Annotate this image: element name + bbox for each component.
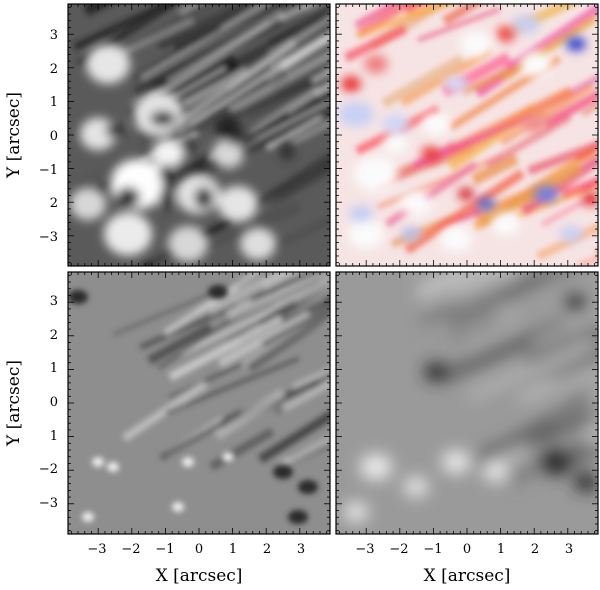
y-tick-label: 2 xyxy=(50,62,58,77)
x-axis-label-left: X [arcsec] xyxy=(156,566,243,586)
y-tick-label: 0 xyxy=(50,129,58,144)
x-tick-label: −2 xyxy=(121,542,140,557)
x-tick-label: −2 xyxy=(389,542,408,557)
x-tick-label: 0 xyxy=(463,542,471,557)
x-tick-label: 3 xyxy=(297,542,305,557)
x-tick-label: 3 xyxy=(565,542,573,557)
y-tick-label: −2 xyxy=(39,462,58,477)
y-axis-label-bottom: Y [arcsec] xyxy=(4,360,24,447)
x-tick-label: 0 xyxy=(195,542,203,557)
y-tick-labels-top: 3 2 1 0 −1 2 −3 xyxy=(39,28,58,245)
x-tick-label: −1 xyxy=(423,542,442,557)
tick-marks xyxy=(68,4,598,534)
y-tick-label: 3 xyxy=(50,28,58,43)
x-tick-label: 2 xyxy=(531,542,539,557)
x-tick-label: 1 xyxy=(497,542,505,557)
y-tick-labels-bottom: 3 2 1 0 1 −2 −3 xyxy=(39,294,58,511)
y-tick-label: −3 xyxy=(39,496,58,511)
y-tick-label: −1 xyxy=(39,163,58,178)
x-tick-label: −1 xyxy=(155,542,174,557)
x-axis-label-right: X [arcsec] xyxy=(424,566,511,586)
y-tick-label: 1 xyxy=(50,361,58,376)
x-tick-labels-right: −3 −2 −1 0 1 2 3 xyxy=(355,542,573,557)
x-tick-label: 2 xyxy=(263,542,271,557)
x-tick-labels-left: −3 −2 −1 0 1 2 3 xyxy=(87,542,305,557)
gray-panel-bottom-left xyxy=(68,272,330,534)
y-tick-label: 0 xyxy=(50,395,58,410)
y-tick-label: 3 xyxy=(50,294,58,309)
y-tick-label: 2 xyxy=(50,196,58,211)
y-axis-label-top: Y [arcsec] xyxy=(4,92,24,179)
y-tick-label: −3 xyxy=(39,230,58,245)
y-tick-label: 1 xyxy=(50,95,58,110)
x-tick-label: 1 xyxy=(229,542,237,557)
y-tick-label: 2 xyxy=(50,328,58,343)
signed-panel-top-right xyxy=(336,4,598,266)
gray-panel-bottom-right xyxy=(336,272,598,534)
x-tick-label: −3 xyxy=(355,542,374,557)
x-tick-label: −3 xyxy=(87,542,106,557)
intensity-panel-top-left xyxy=(68,4,330,266)
y-tick-label: 1 xyxy=(50,429,58,444)
